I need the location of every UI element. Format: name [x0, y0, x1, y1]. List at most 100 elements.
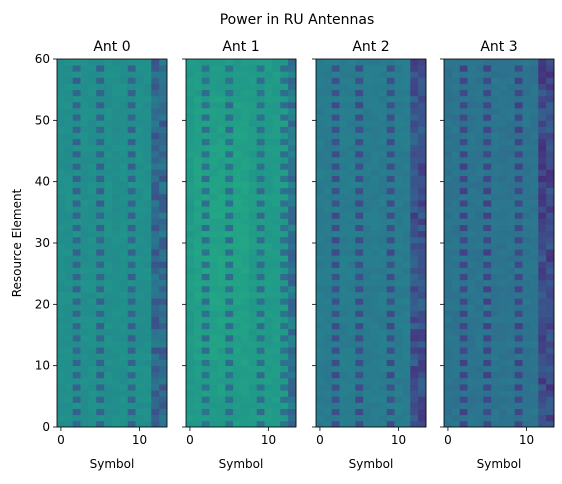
heatmap-cell [201, 169, 210, 176]
heatmap-cell [119, 132, 129, 140]
heatmap-cell [339, 322, 348, 330]
heatmap-cell [288, 255, 297, 262]
heatmap-cell [209, 120, 218, 127]
heatmap-cell [378, 279, 388, 287]
heatmap-cell [186, 273, 195, 281]
heatmap-cell [112, 169, 121, 176]
heatmap-cell [339, 341, 348, 348]
heatmap-cell [316, 390, 325, 397]
heatmap-cell [159, 255, 168, 262]
heatmap-cell [112, 83, 121, 91]
heatmap-cell [193, 169, 203, 176]
heatmap-cell [506, 365, 516, 373]
heatmap-cell [233, 83, 242, 91]
heatmap-cell [522, 298, 531, 305]
heatmap-cell [522, 95, 531, 103]
heatmap-cell [378, 267, 388, 275]
heatmap-cell [280, 157, 289, 164]
heatmap-cell [530, 243, 539, 250]
heatmap-cell [499, 59, 508, 66]
heatmap-cell [143, 390, 152, 397]
heatmap-cell [316, 285, 325, 293]
heatmap-cell [418, 218, 427, 225]
heatmap-cell [248, 138, 258, 146]
heatmap-cell [331, 144, 340, 152]
heatmap-cell [72, 224, 81, 232]
heatmap-cell [339, 402, 348, 409]
heatmap-cell [57, 273, 66, 281]
heatmap-cell [127, 377, 136, 385]
heatmap-cell [475, 273, 484, 281]
heatmap-cell [256, 335, 265, 342]
heatmap-cell [475, 95, 484, 103]
heatmap-cell [288, 335, 297, 342]
heatmap-cell [96, 59, 105, 66]
heatmap-cell [483, 390, 492, 397]
heatmap-cell [272, 335, 281, 342]
heatmap-cell [418, 365, 427, 373]
heatmap-cell [347, 396, 356, 403]
heatmap-cell [112, 200, 121, 207]
heatmap-cell [410, 163, 419, 170]
heatmap-cell [233, 322, 242, 330]
heatmap-cell [209, 230, 218, 238]
heatmap-cell [104, 322, 113, 330]
heatmap-cell [151, 236, 160, 244]
heatmap-cell [288, 359, 297, 367]
heatmap-cell [64, 169, 74, 176]
heatmap-cell [371, 108, 380, 115]
heatmap-cell [57, 206, 66, 213]
heatmap-cell [530, 255, 539, 262]
heatmap-cell [491, 101, 500, 109]
heatmap-cell [288, 298, 297, 305]
heatmap-cell [323, 206, 333, 213]
heatmap-cell [347, 95, 356, 103]
heatmap-cell [386, 163, 395, 170]
heatmap-cell [201, 298, 210, 305]
heatmap-cell [159, 144, 168, 152]
heatmap-cell [80, 138, 89, 146]
heatmap-cell [402, 83, 411, 91]
heatmap-cell [451, 335, 461, 342]
heatmap-cell [546, 157, 555, 164]
heatmap-cell [135, 77, 144, 84]
heatmap-cell [459, 408, 468, 416]
heatmap-cell [339, 187, 348, 195]
heatmap-cell [201, 371, 210, 379]
heatmap-cell [225, 310, 234, 317]
heatmap-cell [104, 420, 113, 428]
heatmap-cell [88, 71, 97, 78]
heatmap-cell [459, 114, 468, 121]
heatmap-cell [323, 138, 333, 146]
heatmap-cell [193, 89, 203, 97]
heatmap-cell [233, 328, 242, 336]
heatmap-cell [104, 65, 113, 72]
heatmap-cell [88, 65, 97, 72]
heatmap-cell [451, 187, 461, 195]
heatmap-cell [467, 59, 476, 66]
heatmap-cell [64, 95, 74, 103]
heatmap-cell [72, 353, 81, 360]
heatmap-cell [280, 187, 289, 195]
heatmap-cell [418, 157, 427, 164]
heatmap-cell [96, 83, 105, 91]
heatmap-cell [323, 175, 333, 183]
heatmap-cell [467, 132, 476, 140]
heatmap-cell [280, 71, 289, 78]
heatmap-cell [522, 230, 531, 238]
heatmap-cell [418, 169, 427, 176]
heatmap-cell [316, 414, 325, 422]
heatmap-cell [209, 83, 218, 91]
heatmap-cell [386, 414, 395, 422]
heatmap-cell [143, 95, 152, 103]
heatmap-cell [514, 126, 523, 133]
heatmap-cell [546, 420, 555, 428]
heatmap-cell [378, 414, 388, 422]
heatmap-cell [402, 163, 411, 170]
heatmap-cell [233, 377, 242, 385]
heatmap-cell [514, 200, 523, 207]
heatmap-cell [499, 396, 508, 403]
heatmap-cell [451, 341, 461, 348]
heatmap-cell [386, 390, 395, 397]
heatmap-cell [506, 175, 516, 183]
